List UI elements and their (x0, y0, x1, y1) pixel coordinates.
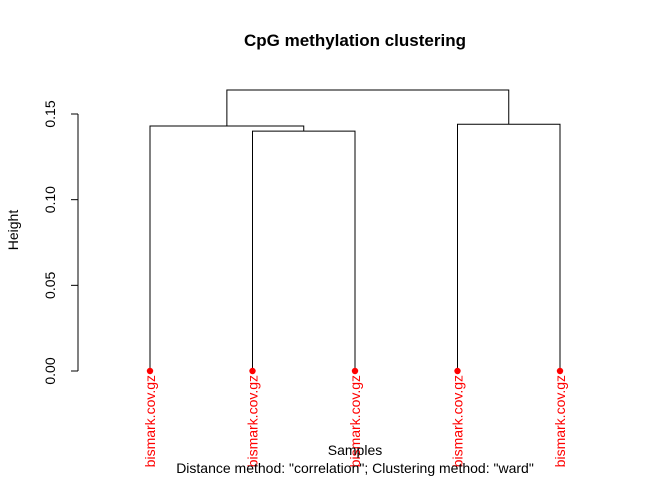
y-axis-label: Height (5, 210, 21, 251)
dendrogram-branches (149, 89, 561, 371)
y-tick-label: 0.00 (42, 357, 58, 384)
leaf-point (146, 367, 154, 375)
leaf-label: bismark.cov.gz (450, 375, 466, 467)
leaf-point (249, 367, 256, 375)
x-axis-label: Samples (328, 442, 382, 458)
dendrogram-branch (149, 125, 305, 371)
leaf-label: bismark.cov.gz (142, 375, 158, 467)
dendrogram-branch (252, 130, 356, 371)
dendrogram-branch (226, 89, 510, 126)
y-tick-label: 0.15 (42, 100, 58, 127)
leaf-point (351, 367, 359, 375)
leaf-point (454, 367, 461, 375)
y-axis: 0.00 0.05 0.10 0.15 (42, 100, 79, 385)
dendrogram-leaves: bismark.cov.gz bismark.cov.gz bismark.cov.… (142, 367, 568, 467)
leaf-label: bismark.cov.gz (347, 375, 363, 467)
chart-subtitle: Distance method: "correlation"; Clusteri… (176, 460, 534, 476)
leaf-point (556, 367, 564, 375)
leaf-label: bismark.cov.gz (245, 375, 261, 467)
dendrogram-branch (457, 123, 561, 371)
leaf-label: bismark.cov.gz (552, 375, 568, 467)
y-tick-label: 0.05 (42, 271, 58, 298)
chart-title: CpG methylation clustering (244, 31, 466, 50)
y-tick-label: 0.10 (42, 186, 58, 213)
